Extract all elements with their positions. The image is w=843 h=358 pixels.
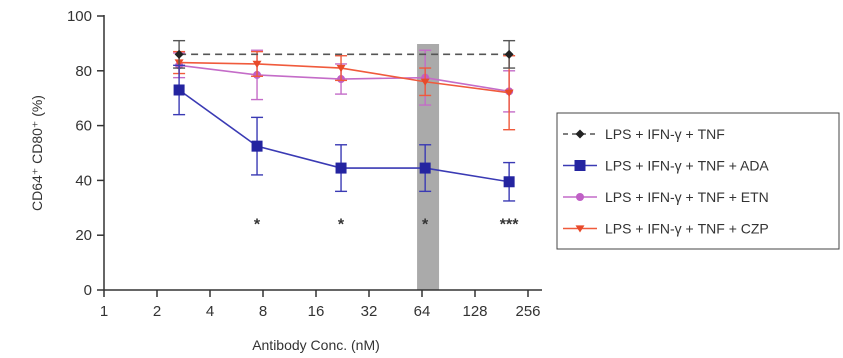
y-tick-label: 60 bbox=[75, 118, 92, 135]
legend-label: LPS + IFN-γ + TNF + CZP bbox=[605, 221, 769, 237]
data-point bbox=[251, 140, 263, 152]
x-tick-label: 1 bbox=[100, 303, 108, 320]
data-point bbox=[336, 64, 346, 73]
y-axis-label: CD64⁺ CD80⁺ (%) bbox=[29, 95, 45, 211]
y-tick-label: 100 bbox=[67, 8, 92, 25]
data-point bbox=[420, 78, 430, 86]
axes bbox=[103, 15, 542, 291]
y-tick-label: 0 bbox=[84, 282, 92, 299]
legend-label: LPS + IFN-γ + TNF + ETN bbox=[605, 189, 769, 205]
x-tick-label: 4 bbox=[206, 303, 214, 320]
series-layer bbox=[173, 39, 516, 202]
x-tick-label: 128 bbox=[462, 303, 487, 320]
x-tick-label: 2 bbox=[153, 303, 161, 320]
x-axis-label: Antibody Conc. (nM) bbox=[252, 337, 380, 353]
legend-label: LPS + IFN-γ + TNF bbox=[605, 126, 725, 142]
x-tick-label: 64 bbox=[414, 303, 431, 320]
legend: LPS + IFN-γ + TNF LPS + IFN-γ + TNF + ADA… bbox=[556, 112, 840, 250]
legend-swatch-marker bbox=[575, 129, 585, 139]
data-point bbox=[504, 49, 514, 59]
data-point bbox=[252, 60, 262, 68]
data-point bbox=[503, 176, 515, 188]
y-ticks: 0 20 40 60 80 100 bbox=[67, 8, 104, 299]
x-tick-label: 32 bbox=[361, 303, 378, 320]
significance-mark: * bbox=[422, 216, 429, 233]
data-point bbox=[335, 162, 347, 174]
legend-swatch-marker bbox=[574, 160, 586, 171]
x-tick-label: 256 bbox=[515, 303, 540, 320]
legend-box bbox=[556, 112, 840, 250]
data-point bbox=[504, 89, 514, 97]
data-point bbox=[419, 162, 431, 174]
legend-swatch-marker bbox=[576, 193, 584, 201]
data-point bbox=[174, 49, 184, 59]
y-tick-label: 80 bbox=[75, 63, 92, 80]
significance-mark: * bbox=[338, 216, 345, 233]
y-tick-label: 20 bbox=[75, 227, 92, 244]
x-tick-label: 8 bbox=[259, 303, 267, 320]
x-tick-label: 16 bbox=[308, 303, 325, 320]
annotations: * * * *** bbox=[254, 216, 519, 233]
series-1 bbox=[173, 64, 516, 202]
legend-label: LPS + IFN-γ + TNF + ADA bbox=[605, 158, 769, 174]
y-tick-label: 40 bbox=[75, 172, 92, 189]
significance-mark: *** bbox=[500, 216, 519, 233]
series-0 bbox=[173, 39, 516, 69]
x-ticks: 1 2 4 8 16 32 64 128 256 bbox=[100, 290, 541, 320]
data-point bbox=[173, 84, 185, 96]
significance-mark: * bbox=[254, 216, 261, 233]
legend-swatch-marker bbox=[575, 225, 585, 233]
